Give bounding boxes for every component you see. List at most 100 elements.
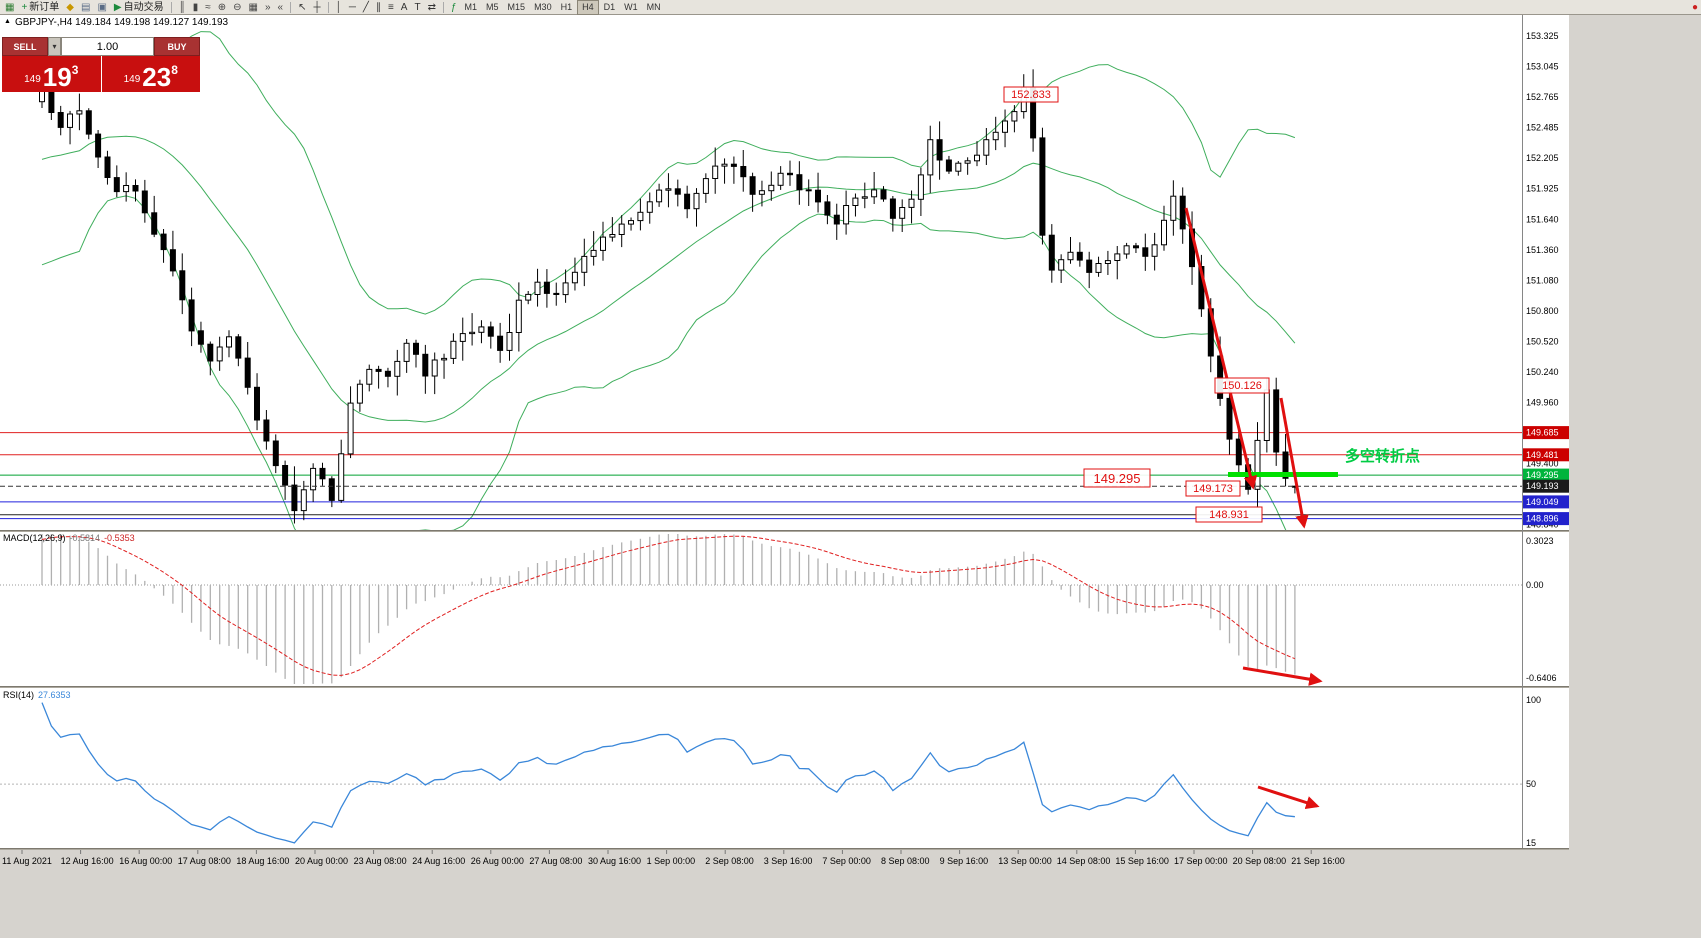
chart-background xyxy=(0,15,1569,848)
trendline-icon[interactable]: ╱ xyxy=(362,1,369,13)
price-axis-badge: 148.896 xyxy=(1523,512,1569,526)
bar-chart-icon[interactable]: ║ xyxy=(178,1,186,13)
auto-scroll-icon[interactable]: » xyxy=(264,1,271,13)
time-axis-label: 11 Aug 2021 xyxy=(2,856,52,866)
rsi-axis-tick: 15 xyxy=(1526,838,1536,848)
timeframe-mn-button[interactable]: MN xyxy=(646,1,661,12)
price-axis-tick: 152.205 xyxy=(1526,153,1559,163)
trend-arrow[interactable] xyxy=(1184,207,1258,490)
channel-icon[interactable]: ∥ xyxy=(375,1,381,13)
price-label-annotation[interactable]: 149.173 xyxy=(1185,480,1241,497)
time-axis-label: 2 Sep 08:00 xyxy=(705,856,754,866)
svg-text:149.481: 149.481 xyxy=(1526,450,1559,460)
sell-button[interactable]: SELL xyxy=(2,37,48,56)
buy-price-sup: 8 xyxy=(171,63,178,77)
time-axis-label: 16 Aug 00:00 xyxy=(119,856,172,866)
price-axis-badge: 149.193 xyxy=(1523,479,1569,493)
symbol-marker-icon: ▲ xyxy=(4,18,11,25)
tile-windows-icon[interactable]: ▦ xyxy=(248,1,258,13)
vertical-line-icon[interactable]: │ xyxy=(335,1,342,13)
toolbar-separator xyxy=(327,1,329,13)
timeframe-m1-button[interactable]: M1 xyxy=(464,1,478,12)
text-icon[interactable]: A xyxy=(400,1,408,13)
timeframe-m30-button[interactable]: M30 xyxy=(534,1,552,12)
price-axis-tick: 149.960 xyxy=(1526,398,1559,408)
time-axis-label: 27 Aug 08:00 xyxy=(529,856,582,866)
trend-arrow[interactable] xyxy=(1257,785,1320,810)
svg-text:149.685: 149.685 xyxy=(1526,428,1559,438)
timeframe-h4-button[interactable]: H4 xyxy=(577,0,599,15)
candle-chart-icon[interactable]: ▮ xyxy=(192,1,199,13)
macd-histogram xyxy=(41,534,1296,684)
window-gutter xyxy=(1569,15,1701,938)
trend-arrow[interactable] xyxy=(1279,397,1309,529)
price-axis-badge: 149.481 xyxy=(1523,448,1569,462)
macd-axis-tick: -0.6406 xyxy=(1526,673,1557,683)
price-axis-tick: 151.080 xyxy=(1526,276,1559,286)
time-axis-label: 13 Sep 00:00 xyxy=(998,856,1052,866)
chart-shift-icon[interactable]: « xyxy=(277,1,284,13)
time-axis-label: 12 Aug 16:00 xyxy=(61,856,114,866)
time-axis-label: 17 Aug 08:00 xyxy=(178,856,231,866)
timeframe-m5-button[interactable]: M5 xyxy=(486,1,499,12)
price-axis-tick: 149.400 xyxy=(1526,459,1559,469)
trend-arrow[interactable] xyxy=(1242,666,1323,686)
one-click-trading-panel: SELL ▾ BUY 149 19 3 149 23 8 xyxy=(2,37,200,92)
timeframe-h1-button[interactable]: H1 xyxy=(560,1,573,12)
time-axis-label: 26 Aug 00:00 xyxy=(471,856,524,866)
data-window-icon[interactable]: ▤ xyxy=(81,1,91,13)
turning-point-note[interactable]: 多空转折点 xyxy=(1345,447,1420,465)
time-axis-label: 7 Sep 00:00 xyxy=(822,856,871,866)
timeframe-m15-button[interactable]: M15 xyxy=(507,1,526,12)
macd-axis-tick: 0.3023 xyxy=(1526,536,1554,546)
time-axis-label: 21 Sep 16:00 xyxy=(1291,856,1345,866)
macd-signal-line xyxy=(41,535,1296,676)
autotrade-button[interactable]: ▶ 自动交易 xyxy=(113,1,164,13)
timeframe-d1-button[interactable]: D1 xyxy=(603,1,616,12)
terminal-icon[interactable]: ▣ xyxy=(97,1,107,13)
sell-price-button[interactable]: 149 19 3 xyxy=(2,56,102,92)
arrows-icon[interactable]: ⇄ xyxy=(427,1,436,13)
volume-dropdown-icon[interactable]: ▾ xyxy=(48,37,61,56)
indicators-icon[interactable]: ƒ xyxy=(450,1,457,13)
time-axis-label: 1 Sep 00:00 xyxy=(647,856,696,866)
price-axis-tick: 153.045 xyxy=(1526,61,1559,71)
horizontal-line-icon[interactable]: ─ xyxy=(348,1,356,13)
label-icon[interactable]: T xyxy=(414,1,421,13)
buy-price-prefix: 149 xyxy=(123,74,141,85)
price-label-annotation[interactable]: 150.126 xyxy=(1214,377,1270,394)
sell-price-big: 19 xyxy=(42,62,72,92)
price-axis-tick: 152.485 xyxy=(1526,122,1559,132)
time-axis-label: 3 Sep 16:00 xyxy=(764,856,813,866)
rsi-axis-tick: 100 xyxy=(1526,695,1541,705)
line-chart-icon[interactable]: ≈ xyxy=(205,1,211,13)
price-label-annotation[interactable]: 149.295 xyxy=(1083,468,1151,488)
svg-text:152.833: 152.833 xyxy=(1011,89,1051,101)
buy-price-button[interactable]: 149 23 8 xyxy=(102,56,201,92)
macd-axis-tick: 0.00 xyxy=(1526,580,1544,590)
zoom-in-icon[interactable]: ⊕ xyxy=(217,1,227,13)
toolbar-separator xyxy=(290,1,292,13)
chart-canvas[interactable]: 152.833 150.126 149.295 149.173 148.931 多空转折点… xyxy=(0,15,1701,938)
crosshair-icon[interactable]: ┼ xyxy=(313,1,321,13)
cursor-icon[interactable]: ↖ xyxy=(298,1,307,13)
buy-button[interactable]: BUY xyxy=(154,37,200,56)
svg-text:149.295: 149.295 xyxy=(1526,470,1559,480)
new-chart-icon[interactable]: ▦ xyxy=(5,1,15,13)
timeframe-w1-button[interactable]: W1 xyxy=(624,1,638,12)
time-axis-label: 15 Sep 16:00 xyxy=(1115,856,1169,866)
volume-input[interactable] xyxy=(61,37,154,56)
price-axis-tick: 153.325 xyxy=(1526,31,1559,41)
price-label-annotation[interactable]: 152.833 xyxy=(1003,86,1059,103)
svg-text:150.126: 150.126 xyxy=(1222,380,1262,392)
time-axis-label: 9 Sep 16:00 xyxy=(940,856,989,866)
new-order-button[interactable]: + 新订单 xyxy=(21,1,60,13)
help-icon[interactable]: ● xyxy=(1691,1,1698,13)
market-watch-icon[interactable]: ◆ xyxy=(66,1,74,13)
time-axis-label: 23 Aug 08:00 xyxy=(354,856,407,866)
fibonacci-icon[interactable]: ≡ xyxy=(387,1,394,13)
price-label-annotation[interactable]: 148.931 xyxy=(1195,506,1263,523)
time-axis-label: 20 Sep 08:00 xyxy=(1233,856,1287,866)
zoom-out-icon[interactable]: ⊖ xyxy=(233,1,242,13)
price-axis-tick: 150.800 xyxy=(1526,306,1559,316)
